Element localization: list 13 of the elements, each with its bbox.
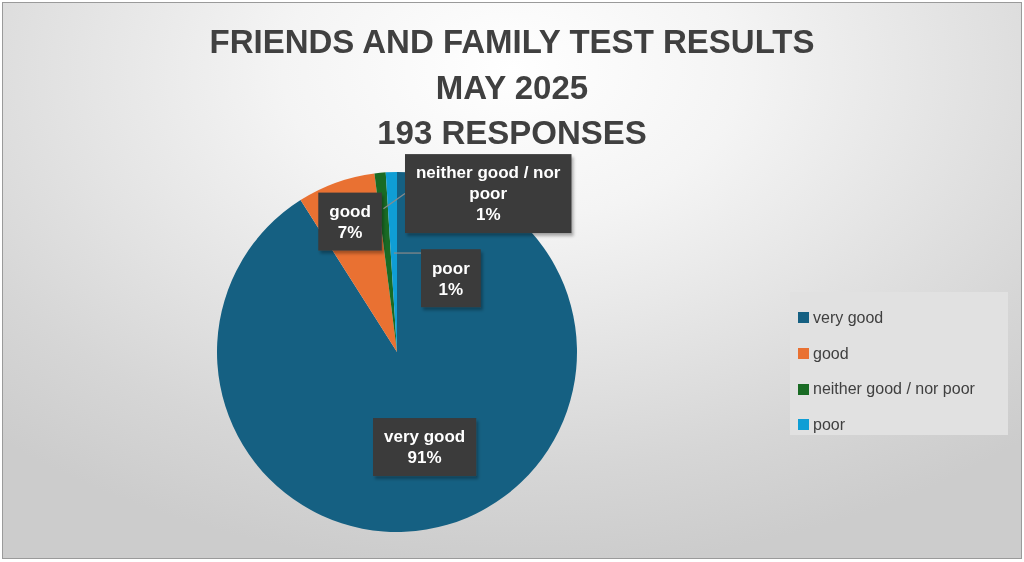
legend-label: good (813, 344, 849, 363)
slice-label: good (329, 201, 371, 221)
legend-label: very good (813, 308, 884, 327)
data-label: 7% (337, 222, 363, 242)
chart-title: FRIENDS AND FAMILY TEST RESULTS MAY 2025 193 RESPONSES (208, 22, 816, 153)
data-label: 1% (438, 279, 464, 299)
legend-label: poor (813, 415, 846, 434)
slice-label: poor (431, 258, 471, 278)
slice-label: neither good / nor poor (416, 163, 561, 204)
data-label: 1% (475, 205, 501, 225)
slice-label: very good (384, 427, 466, 447)
data-label: 91% (407, 448, 442, 468)
legend-label: neither good / nor poor (813, 380, 975, 399)
